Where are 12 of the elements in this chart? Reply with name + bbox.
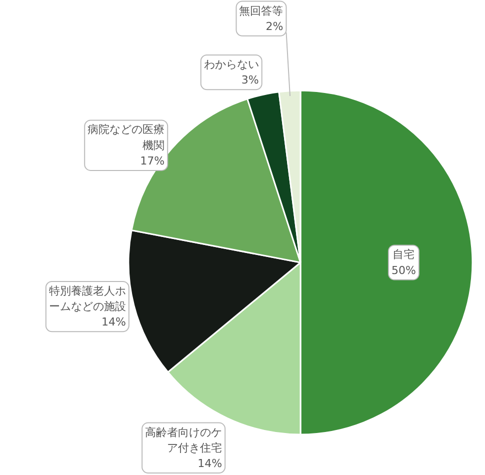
data-label: 14% <box>198 457 222 470</box>
data-label: 2% <box>266 20 284 33</box>
slice-label: 病院などの医療機関 <box>88 123 165 152</box>
slice-label: 無回答等 <box>239 4 284 18</box>
slice-label: 自宅 <box>392 248 415 262</box>
slice-label: わからない <box>204 58 259 72</box>
data-label: 50% <box>391 264 416 277</box>
data-label: 17% <box>140 154 165 168</box>
slice-label: 特別養護老人ホームなどの施設 <box>48 284 126 314</box>
data-label: 3% <box>241 74 259 87</box>
data-label: 14% <box>101 316 126 329</box>
slice-label: 高齢者向けのケア付き住宅 <box>145 426 222 454</box>
